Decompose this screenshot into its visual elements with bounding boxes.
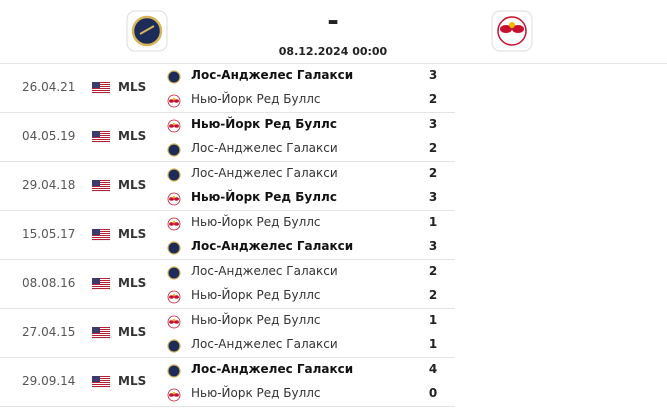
team-score: 3 xyxy=(428,239,438,253)
team-name: Нью-Йорк Ред Буллс xyxy=(191,288,321,302)
match-date: 04.05.19 xyxy=(22,129,76,143)
match-date: 26.04.21 xyxy=(22,80,76,94)
away-logo xyxy=(491,10,533,52)
team-score: 2 xyxy=(428,264,438,278)
team-logo xyxy=(167,388,181,402)
row-separator xyxy=(0,357,455,358)
country-flag xyxy=(92,180,110,192)
league: MLS xyxy=(118,227,147,241)
team-name: Лос-Анджелес Галакси xyxy=(191,141,338,155)
country-flag xyxy=(92,278,110,290)
row-separator xyxy=(0,210,455,211)
match-date: 27.04.15 xyxy=(22,325,76,339)
home-logo xyxy=(126,10,168,52)
team-score: 0 xyxy=(428,386,438,400)
team-logo xyxy=(167,119,181,133)
country-flag xyxy=(92,82,110,94)
team-name: Нью-Йорк Ред Буллс xyxy=(191,215,321,229)
row-separator xyxy=(0,112,455,113)
team-logo xyxy=(167,364,181,378)
team-logo xyxy=(167,266,181,280)
country-flag xyxy=(92,229,110,241)
team-logo xyxy=(167,143,181,157)
team-score: 2 xyxy=(428,92,438,106)
team-logo xyxy=(167,290,181,304)
league: MLS xyxy=(118,80,147,94)
team-logo xyxy=(167,339,181,353)
team-score: 4 xyxy=(428,362,438,376)
country-flag xyxy=(92,131,110,143)
country-flag xyxy=(92,327,110,339)
team-score: 3 xyxy=(428,190,438,204)
team-logo xyxy=(167,70,181,84)
team-name: Лос-Анджелес Галакси xyxy=(191,239,354,253)
match-date: 15.05.17 xyxy=(22,227,76,241)
score-separator: - xyxy=(327,4,339,37)
team-score: 2 xyxy=(428,141,438,155)
team-name: Нью-Йорк Ред Буллс xyxy=(191,190,337,204)
row-separator xyxy=(0,161,455,162)
team-score: 2 xyxy=(428,166,438,180)
team-logo xyxy=(167,94,181,108)
team-score: 3 xyxy=(428,68,438,82)
team-logo xyxy=(167,241,181,255)
team-score: 2 xyxy=(428,288,438,302)
row-separator xyxy=(0,308,455,309)
team-name: Нью-Йорк Ред Буллс xyxy=(191,117,337,131)
team-score: 1 xyxy=(428,313,438,327)
row-separator xyxy=(0,406,455,407)
country-flag xyxy=(92,376,110,388)
match-date: 29.09.14 xyxy=(22,374,76,388)
row-separator xyxy=(0,259,455,260)
team-name: Лос-Анджелес Галакси xyxy=(191,362,354,376)
team-score: 3 xyxy=(428,117,438,131)
team-logo xyxy=(167,192,181,206)
league: MLS xyxy=(118,129,147,143)
league: MLS xyxy=(118,178,147,192)
team-name: Лос-Анджелес Галакси xyxy=(191,68,354,82)
team-logo xyxy=(167,217,181,231)
header: - 08.12.2024 00:00 xyxy=(0,0,667,64)
team-score: 1 xyxy=(428,215,438,229)
team-name: Нью-Йорк Ред Буллс xyxy=(191,313,321,327)
league: MLS xyxy=(118,276,147,290)
team-name: Лос-Анджелес Галакси xyxy=(191,264,338,278)
team-logo xyxy=(167,315,181,329)
team-score: 1 xyxy=(428,337,438,351)
team-name: Лос-Анджелес Галакси xyxy=(191,166,338,180)
match-date: 29.04.18 xyxy=(22,178,76,192)
team-name: Нью-Йорк Ред Буллс xyxy=(191,386,321,400)
match-date: 08.12.2024 00:00 xyxy=(278,45,388,58)
team-name: Лос-Анджелес Галакси xyxy=(191,337,338,351)
team-logo xyxy=(167,168,181,182)
league: MLS xyxy=(118,325,147,339)
league: MLS xyxy=(118,374,147,388)
team-name: Нью-Йорк Ред Буллс xyxy=(191,92,321,106)
match-date: 08.08.16 xyxy=(22,276,76,290)
